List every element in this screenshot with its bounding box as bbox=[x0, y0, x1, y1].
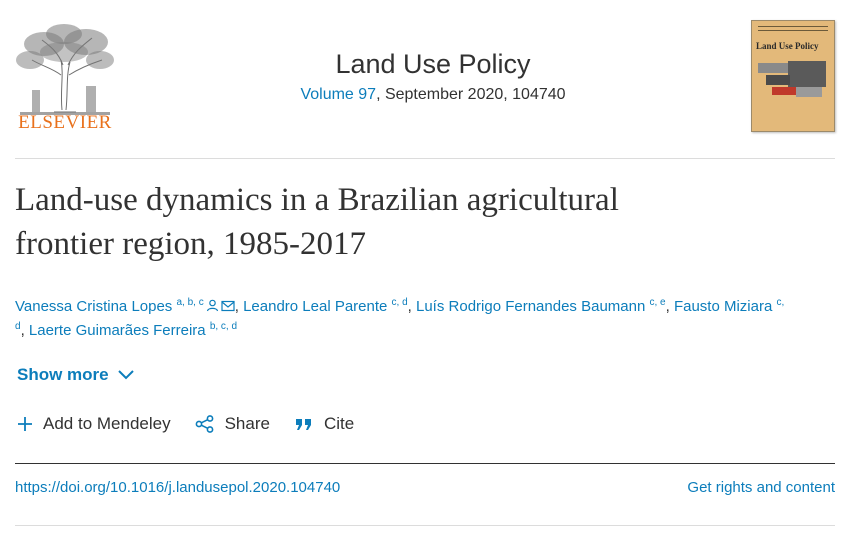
affiliation-marker[interactable]: c, d bbox=[391, 297, 408, 308]
affiliation-marker[interactable]: d bbox=[15, 321, 21, 332]
issue-details: , September 2020, 104740 bbox=[376, 86, 566, 103]
journal-title[interactable]: Land Use Policy bbox=[335, 49, 531, 79]
cover-rule bbox=[758, 26, 828, 31]
cite-label: Cite bbox=[323, 414, 355, 433]
author-separator: , bbox=[665, 298, 674, 315]
add-to-mendeley-label: Add to Mendeley bbox=[43, 414, 171, 433]
journal-header: ELSEVIER Land Use Policy Volume 97, Sept… bbox=[0, 0, 859, 158]
quote-icon bbox=[295, 419, 311, 430]
author-separator: , bbox=[234, 298, 244, 315]
author-separator: , bbox=[407, 298, 416, 315]
doi-link[interactable]: https://doi.org/10.1016/j.landusepol.202… bbox=[15, 479, 341, 496]
journal-cover-thumbnail[interactable]: Land Use Policy bbox=[751, 20, 835, 132]
plus-icon bbox=[18, 417, 32, 431]
chevron-down-icon bbox=[117, 370, 134, 380]
article-title-line-2: frontier region, 1985-2017 bbox=[15, 226, 366, 262]
issue-line: Volume 97, September 2020, 104740 bbox=[260, 86, 606, 104]
share-icon bbox=[195, 415, 213, 433]
mail-icon[interactable] bbox=[221, 296, 235, 319]
journal-block: Land Use Policy Volume 97, September 202… bbox=[260, 46, 606, 104]
author-separator: , bbox=[20, 322, 29, 339]
cite-button[interactable]: Cite bbox=[294, 414, 354, 434]
author-link[interactable]: Fausto Miziara bbox=[673, 298, 773, 315]
add-to-mendeley-button[interactable]: Add to Mendeley bbox=[17, 414, 171, 434]
volume-link[interactable]: Volume 97 bbox=[300, 86, 377, 103]
cover-image bbox=[758, 61, 826, 97]
publisher-wordmark[interactable]: ELSEVIER bbox=[18, 112, 112, 133]
author-list: Vanessa Cristina Lopes a, b, c, Leandro … bbox=[15, 295, 835, 342]
header-divider bbox=[15, 158, 835, 159]
article-title-line-1: Land-use dynamics in a Brazilian agricul… bbox=[15, 182, 619, 218]
affiliation-marker[interactable]: c, e bbox=[649, 297, 666, 308]
share-button[interactable]: Share bbox=[195, 414, 270, 434]
affiliation-marker[interactable]: c, bbox=[776, 297, 785, 308]
share-label: Share bbox=[224, 414, 270, 433]
affiliation-marker[interactable]: a, b, c bbox=[176, 297, 204, 308]
person-icon[interactable] bbox=[206, 296, 219, 319]
author-link[interactable]: Leandro Leal Parente bbox=[243, 298, 388, 315]
article-toolbar: Add to Mendeley Share Cite bbox=[17, 414, 378, 434]
footer-divider bbox=[15, 525, 835, 526]
rights-and-content-link[interactable]: Get rights and content bbox=[687, 479, 835, 496]
cover-title: Land Use Policy bbox=[756, 41, 819, 51]
elsevier-tree-logo[interactable] bbox=[14, 20, 116, 132]
author-link[interactable]: Luís Rodrigo Fernandes Baumann bbox=[416, 298, 646, 315]
show-more-label: Show more bbox=[17, 365, 109, 384]
toolbar-divider bbox=[15, 463, 835, 464]
author-link[interactable]: Laerte Guimarães Ferreira bbox=[28, 322, 206, 339]
article-title: Land-use dynamics in a Brazilian agricul… bbox=[15, 178, 835, 266]
author-link[interactable]: Vanessa Cristina Lopes bbox=[15, 298, 173, 315]
show-more-button[interactable]: Show more bbox=[17, 365, 135, 385]
affiliation-marker[interactable]: b, c, d bbox=[209, 321, 238, 332]
